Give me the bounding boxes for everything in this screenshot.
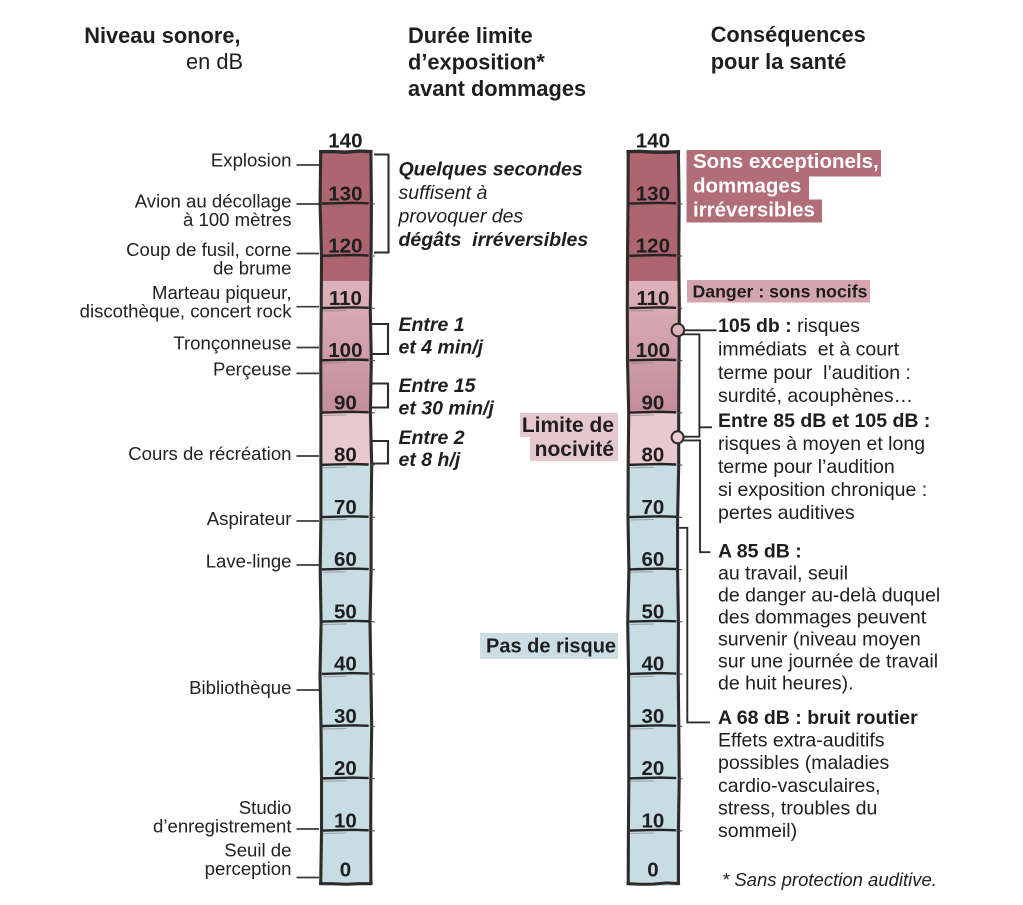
svg-text:en dB: en dB [186,49,243,74]
svg-text:0: 0 [647,859,658,882]
svg-text:* Sans protection auditive.: * Sans protection auditive. [722,869,937,890]
svg-text:110: 110 [329,287,362,310]
svg-text:Limite de: Limite de [522,414,614,437]
svg-text:nocivité: nocivité [535,438,614,461]
svg-text:105 db : risques: 105 db : risques [718,315,860,337]
svg-text:sur une journée de travail: sur une journée de travail [718,650,938,672]
svg-text:80: 80 [334,444,357,467]
svg-text:Studio: Studio [239,797,292,818]
svg-text:80: 80 [641,444,664,467]
svg-text:Explosion: Explosion [211,150,292,171]
svg-text:irréversibles: irréversibles [693,199,815,222]
svg-text:A 68 dB : bruit routier: A 68 dB : bruit routier [718,707,918,729]
svg-text:si exposition chronique :: si exposition chronique : [718,479,927,501]
svg-text:cardio-vasculaires,: cardio-vasculaires, [718,775,881,797]
svg-text:Cours de récréation: Cours de récréation [128,443,291,464]
svg-text:Entre 2: Entre 2 [399,427,465,449]
svg-text:Quelques secondes: Quelques secondes [399,159,583,181]
svg-text:20: 20 [641,757,664,780]
svg-text:possibles (maladies: possibles (maladies [718,752,889,774]
svg-text:dommages: dommages [693,175,801,198]
svg-text:100: 100 [636,339,670,362]
svg-text:70: 70 [334,496,357,519]
svg-text:90: 90 [641,391,664,414]
svg-text:risques à moyen et long: risques à moyen et long [718,433,925,455]
svg-text:de huit heures).: de huit heures). [718,672,854,694]
svg-text:40: 40 [641,653,664,676]
svg-text:suffisent à: suffisent à [399,182,488,204]
svg-text:de danger au-delà duquel: de danger au-delà duquel [718,584,940,606]
svg-text:130: 130 [636,182,670,205]
svg-text:perception: perception [205,858,292,879]
svg-text:Perçeuse: Perçeuse [213,359,292,380]
svg-text:Pas de risque: Pas de risque [486,636,616,658]
svg-text:30: 30 [334,705,357,728]
svg-text:et 8 h/j: et 8 h/j [399,449,461,471]
svg-text:10: 10 [334,809,357,832]
svg-text:survenir (niveau moyen: survenir (niveau moyen [718,628,921,650]
svg-text:Aspirateur: Aspirateur [207,508,292,529]
svg-text:surdité, acouphènes…: surdité, acouphènes… [718,385,913,407]
svg-text:Conséquences: Conséquences [711,22,866,47]
svg-text:Durée limite: Durée limite [408,23,533,48]
svg-text:Seuil de: Seuil de [224,840,291,861]
svg-text:140: 140 [636,129,670,152]
svg-text:100: 100 [328,339,362,362]
svg-text:20: 20 [334,757,357,780]
svg-text:50: 50 [334,600,357,623]
svg-text:0: 0 [340,859,351,882]
svg-text:Danger : sons nocifs: Danger : sons nocifs [693,281,868,301]
svg-text:110: 110 [636,287,669,310]
svg-text:Avion au décollage: Avion au décollage [135,191,292,212]
svg-text:60: 60 [641,548,664,571]
svg-text:à 100 mètres: à 100 mètres [183,209,292,230]
svg-text:10: 10 [641,809,664,832]
svg-text:Sons exceptionels,: Sons exceptionels, [693,150,879,173]
svg-text:terme pour l’audition: terme pour l’audition [718,456,895,478]
svg-text:Lave-linge: Lave-linge [206,551,292,572]
svg-text:A 85 dB :: A 85 dB : [718,540,802,562]
svg-text:Coup de fusil, corne: Coup de fusil, corne [126,239,291,260]
svg-text:120: 120 [328,235,362,258]
svg-text:Marteau piqueur,: Marteau piqueur, [152,282,292,303]
svg-text:Entre 1: Entre 1 [399,314,465,336]
svg-text:30: 30 [641,705,664,728]
svg-text:130: 130 [328,182,362,205]
svg-text:Bibliothèque: Bibliothèque [189,677,291,698]
svg-text:Effets extra-auditifs: Effets extra-auditifs [718,730,885,752]
svg-text:dégâts irréversibles: dégâts irréversibles [399,229,589,251]
svg-text:90: 90 [334,391,357,414]
svg-text:Niveau sonore,: Niveau sonore, [84,23,240,48]
svg-text:pertes auditives: pertes auditives [718,502,855,524]
svg-text:pour la santé: pour la santé [711,49,847,74]
svg-text:40: 40 [334,653,357,676]
svg-text:stress, troubles du: stress, troubles du [718,797,877,819]
svg-text:50: 50 [641,600,664,623]
svg-text:sommeil): sommeil) [718,820,797,842]
svg-text:120: 120 [636,235,670,258]
svg-text:et 4 min/j: et 4 min/j [399,337,484,359]
svg-text:70: 70 [641,496,664,519]
svg-text:d’enregistrement: d’enregistrement [153,816,292,837]
svg-text:de brume: de brume [213,258,292,279]
svg-text:avant dommages: avant dommages [408,76,586,101]
svg-text:Entre 15: Entre 15 [399,375,477,397]
svg-text:immédiats et à court: immédiats et à court [718,338,900,360]
svg-text:provoquer des: provoquer des [398,206,524,228]
svg-text:et 30 min/j: et 30 min/j [399,398,495,420]
svg-text:Entre 85 dB et 105 dB :: Entre 85 dB et 105 dB : [718,410,930,432]
svg-text:d’exposition*: d’exposition* [408,50,545,75]
svg-text:Tronçonneuse: Tronçonneuse [173,332,291,353]
svg-text:140: 140 [328,129,362,152]
svg-text:au travail, seuil: au travail, seuil [718,562,848,584]
svg-text:des dommages peuvent: des dommages peuvent [718,606,927,628]
svg-text:terme pour l’audition :: terme pour l’audition : [718,362,911,384]
svg-text:60: 60 [334,548,357,571]
svg-text:discothèque, concert rock: discothèque, concert rock [80,300,293,321]
